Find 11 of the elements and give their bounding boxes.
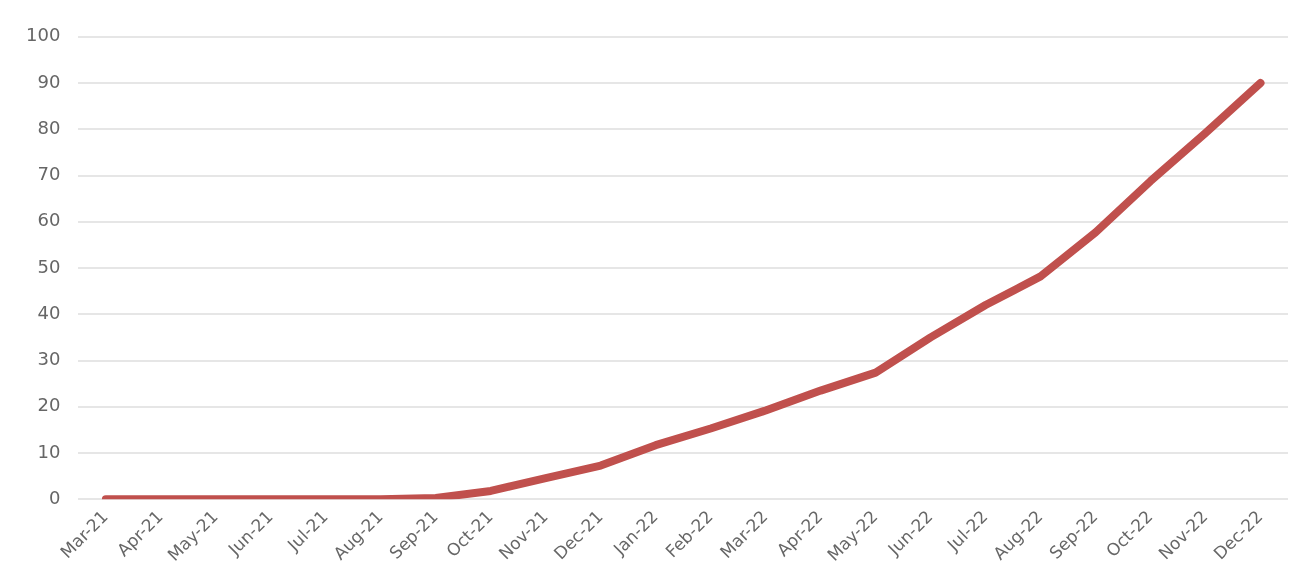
y-tick-label: 70	[37, 163, 61, 185]
y-tick-label: 60	[37, 209, 61, 231]
y-tick-label: 10	[37, 440, 61, 462]
y-tick-label: 40	[37, 301, 61, 323]
y-tick-label: 30	[37, 348, 61, 370]
y-tick-label: 90	[37, 70, 61, 92]
y-tick-label: 80	[37, 116, 61, 138]
y-tick-label: 50	[37, 255, 61, 277]
y-tick-label: 20	[37, 394, 61, 416]
y-tick-label: 100	[26, 24, 61, 46]
y-tick-label: 0	[48, 486, 61, 508]
